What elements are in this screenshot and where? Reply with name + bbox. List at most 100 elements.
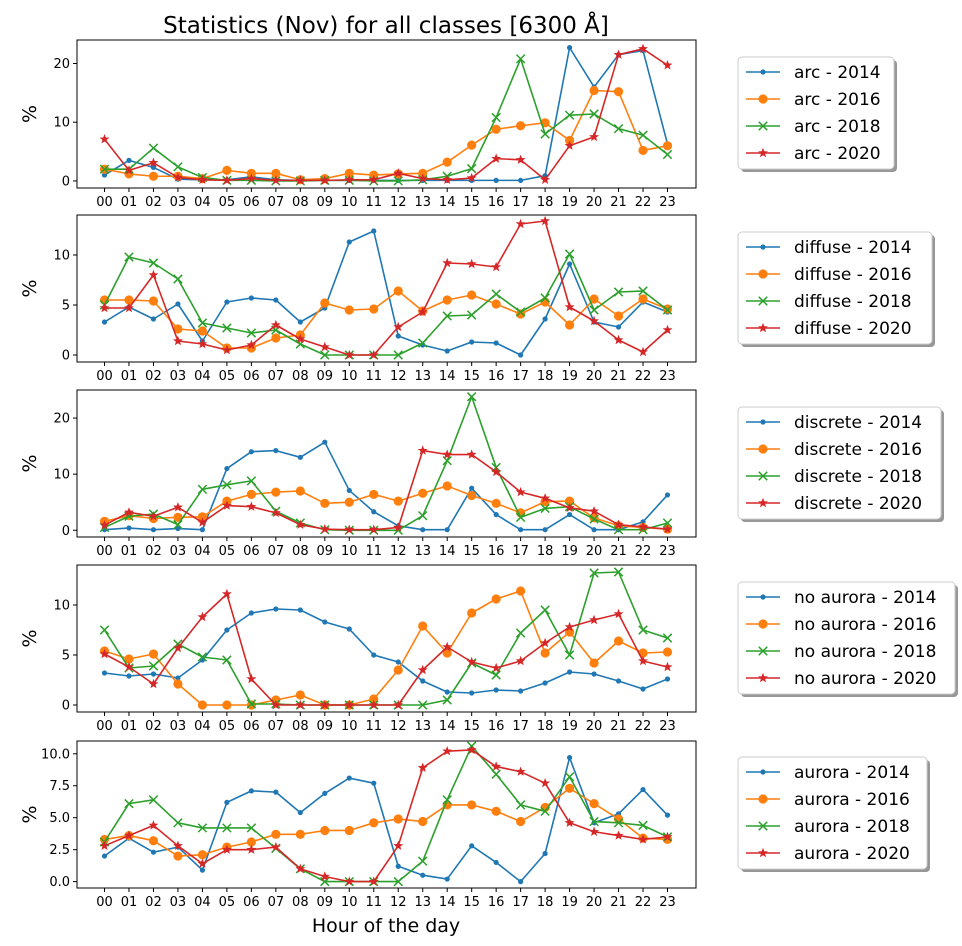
data-point <box>148 649 159 659</box>
data-point <box>221 500 232 510</box>
data-point <box>199 527 206 533</box>
x-tick-label: 11 <box>365 719 382 734</box>
x-tick-label: 10 <box>341 195 358 210</box>
x-tick-label: 21 <box>610 369 627 384</box>
x-tick-label: 05 <box>219 895 236 910</box>
data-point <box>248 295 254 301</box>
data-point <box>417 445 428 455</box>
data-point <box>271 829 281 839</box>
legend-marker <box>758 497 768 508</box>
data-point <box>273 606 279 612</box>
x-tick-label: 23 <box>659 719 676 734</box>
x-tick-label: 00 <box>96 895 113 910</box>
data-point <box>319 175 330 185</box>
data-point <box>417 173 428 183</box>
data-point <box>197 338 208 349</box>
data-point <box>469 485 475 491</box>
series-2014 <box>101 755 671 885</box>
legend-label: aurora - 2018 <box>794 817 910 837</box>
x-tick-label: 21 <box>610 544 627 559</box>
data-point <box>148 661 159 671</box>
y-axis-label: % <box>19 629 41 647</box>
series-2020 <box>99 43 673 185</box>
data-point <box>173 274 183 284</box>
data-point <box>613 830 624 840</box>
data-point <box>173 162 183 172</box>
panel-4: 00 01 02 03 04 05 06 07 08 09 10 11 12 13 14 15 16 17 18 19… <box>19 564 958 734</box>
data-point <box>148 157 159 167</box>
data-point <box>566 511 573 518</box>
data-point <box>222 323 232 333</box>
legend-box <box>737 56 895 170</box>
data-point <box>518 527 524 533</box>
data-point <box>591 527 597 533</box>
x-tick-label: 12 <box>390 195 407 210</box>
legend: no aurora - 2014 no aurora - 2016 no auror… <box>737 581 958 697</box>
data-point <box>344 699 355 710</box>
legend-marker <box>758 821 768 831</box>
data-point <box>99 164 110 174</box>
data-point <box>564 502 575 513</box>
legend-label: diffuse - 2014 <box>794 238 912 258</box>
data-point <box>491 594 501 604</box>
x-tick-label: 18 <box>537 719 554 734</box>
data-point <box>150 527 157 533</box>
series-2020 <box>99 215 673 360</box>
data-point <box>320 350 330 360</box>
y-tick-label: 10 <box>53 468 70 483</box>
data-point <box>270 175 281 185</box>
legend-marker <box>760 69 766 75</box>
data-point <box>246 173 257 183</box>
data-point <box>613 49 624 59</box>
data-point <box>148 171 159 181</box>
data-point <box>295 333 306 344</box>
data-point <box>99 134 110 144</box>
x-tick-label: 14 <box>439 719 456 734</box>
data-point <box>320 825 330 836</box>
legend-label: arc - 2014 <box>794 63 881 83</box>
data-point <box>418 168 428 178</box>
y-tick-label: 5 <box>62 649 70 664</box>
data-point <box>99 648 110 659</box>
series-line <box>104 220 669 356</box>
x-tick-label: 07 <box>268 369 285 384</box>
data-point <box>346 775 352 781</box>
x-tick-label: 14 <box>439 369 456 384</box>
y-tick-label: 2.5 <box>49 843 70 858</box>
series-line <box>103 745 668 883</box>
x-tick-label: 21 <box>610 195 627 210</box>
data-point <box>172 840 183 851</box>
legend-marker <box>758 322 768 333</box>
data-point <box>148 820 159 830</box>
data-point <box>589 826 600 836</box>
data-point <box>589 315 600 326</box>
legend-box <box>737 406 942 520</box>
legend-label: discrete - 2020 <box>794 494 922 514</box>
data-point <box>197 611 208 622</box>
data-point <box>589 514 599 524</box>
data-point <box>417 338 428 348</box>
data-point <box>516 121 526 131</box>
x-tick-label: 02 <box>145 895 162 910</box>
data-point <box>589 305 599 315</box>
data-point <box>589 816 599 827</box>
data-point <box>124 302 134 313</box>
data-point <box>515 655 526 666</box>
data-point <box>295 339 306 349</box>
data-point <box>297 607 303 613</box>
data-point <box>542 850 548 857</box>
data-point <box>393 814 403 824</box>
data-point <box>420 527 426 533</box>
x-tick-label: 23 <box>659 195 676 210</box>
data-point <box>613 287 624 297</box>
data-point <box>368 174 379 184</box>
data-point <box>344 174 355 184</box>
x-tick-label: 21 <box>610 719 627 734</box>
data-point <box>542 527 548 533</box>
data-point <box>442 695 452 705</box>
data-point <box>589 109 599 119</box>
data-point <box>246 837 256 847</box>
data-point <box>393 321 404 332</box>
x-tick-label: 12 <box>390 369 407 384</box>
data-point <box>221 175 232 185</box>
